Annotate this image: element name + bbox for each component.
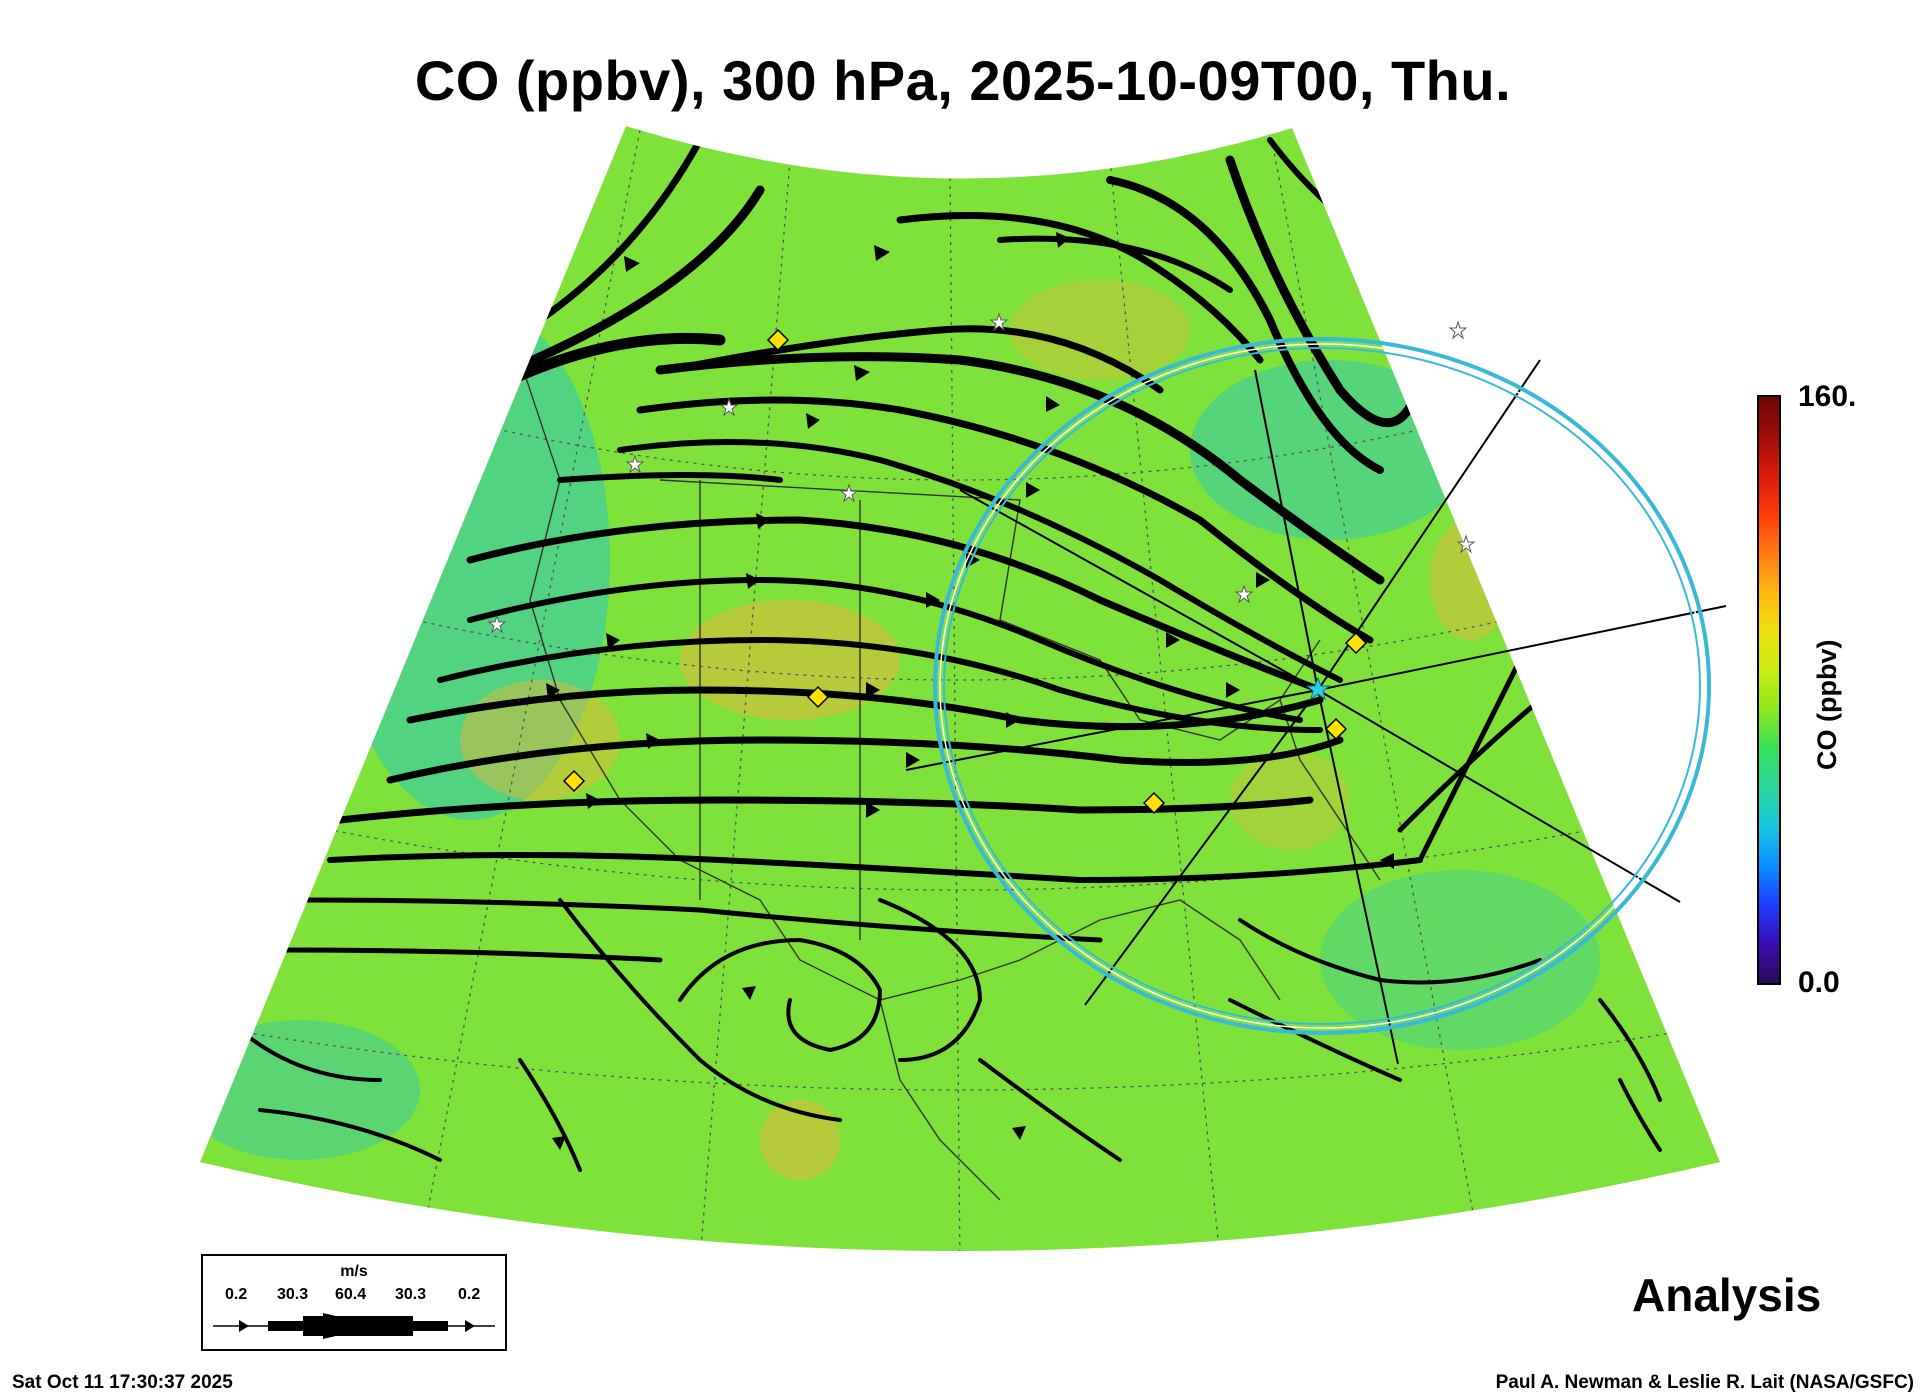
footer-timestamp: Sat Oct 11 17:30:37 2025 bbox=[12, 1372, 233, 1393]
star-marker bbox=[625, 454, 645, 474]
legend-tick: 0.2 bbox=[458, 1286, 481, 1303]
star-marker bbox=[1234, 584, 1254, 604]
streamline-arrows bbox=[546, 232, 1394, 1150]
map-title: CO (ppbv), 300 hPa, 2025-10-09T00, Thu. bbox=[414, 49, 1512, 112]
legend-tick: 0.2 bbox=[225, 1286, 248, 1303]
legend-tick: 30.3 bbox=[277, 1286, 309, 1303]
diamond-marker bbox=[1344, 631, 1368, 655]
wind-speed-legend: m/s 0.2 30.3 60.4 30.3 0.2 bbox=[201, 1254, 507, 1351]
center-star-marker bbox=[1305, 676, 1331, 701]
star-marker bbox=[1448, 320, 1468, 340]
diamond-marker bbox=[1142, 791, 1166, 815]
star-marker bbox=[719, 397, 739, 417]
star-markers bbox=[487, 312, 1476, 634]
diamond-marker bbox=[806, 685, 830, 709]
star-marker bbox=[1456, 534, 1476, 554]
colorbar-min-label: 0.0 bbox=[1798, 966, 1840, 999]
star-marker bbox=[487, 614, 507, 634]
colorbar bbox=[1757, 395, 1781, 985]
graticule bbox=[229, 129, 1691, 1251]
colorbar-title: CO (ppbv) bbox=[1812, 639, 1842, 770]
footer-credit: Paul A. Newman & Leslie R. Lait (NASA/GS… bbox=[1495, 1372, 1914, 1393]
analysis-label: Analysis bbox=[1632, 1269, 1822, 1321]
colorbar-max-label: 160. bbox=[1798, 380, 1857, 413]
star-marker bbox=[989, 312, 1009, 332]
diamond-marker bbox=[766, 328, 790, 352]
legend-units: m/s bbox=[340, 1263, 368, 1280]
range-ring bbox=[933, 337, 1711, 1035]
legend-tick: 30.3 bbox=[395, 1286, 427, 1303]
diamond-markers bbox=[562, 328, 1368, 815]
star-marker bbox=[839, 483, 859, 503]
legend-arrow-scale bbox=[213, 1313, 495, 1339]
legend-tick: 60.4 bbox=[335, 1286, 367, 1303]
diamond-marker bbox=[1324, 717, 1348, 741]
diamond-marker bbox=[562, 769, 586, 793]
